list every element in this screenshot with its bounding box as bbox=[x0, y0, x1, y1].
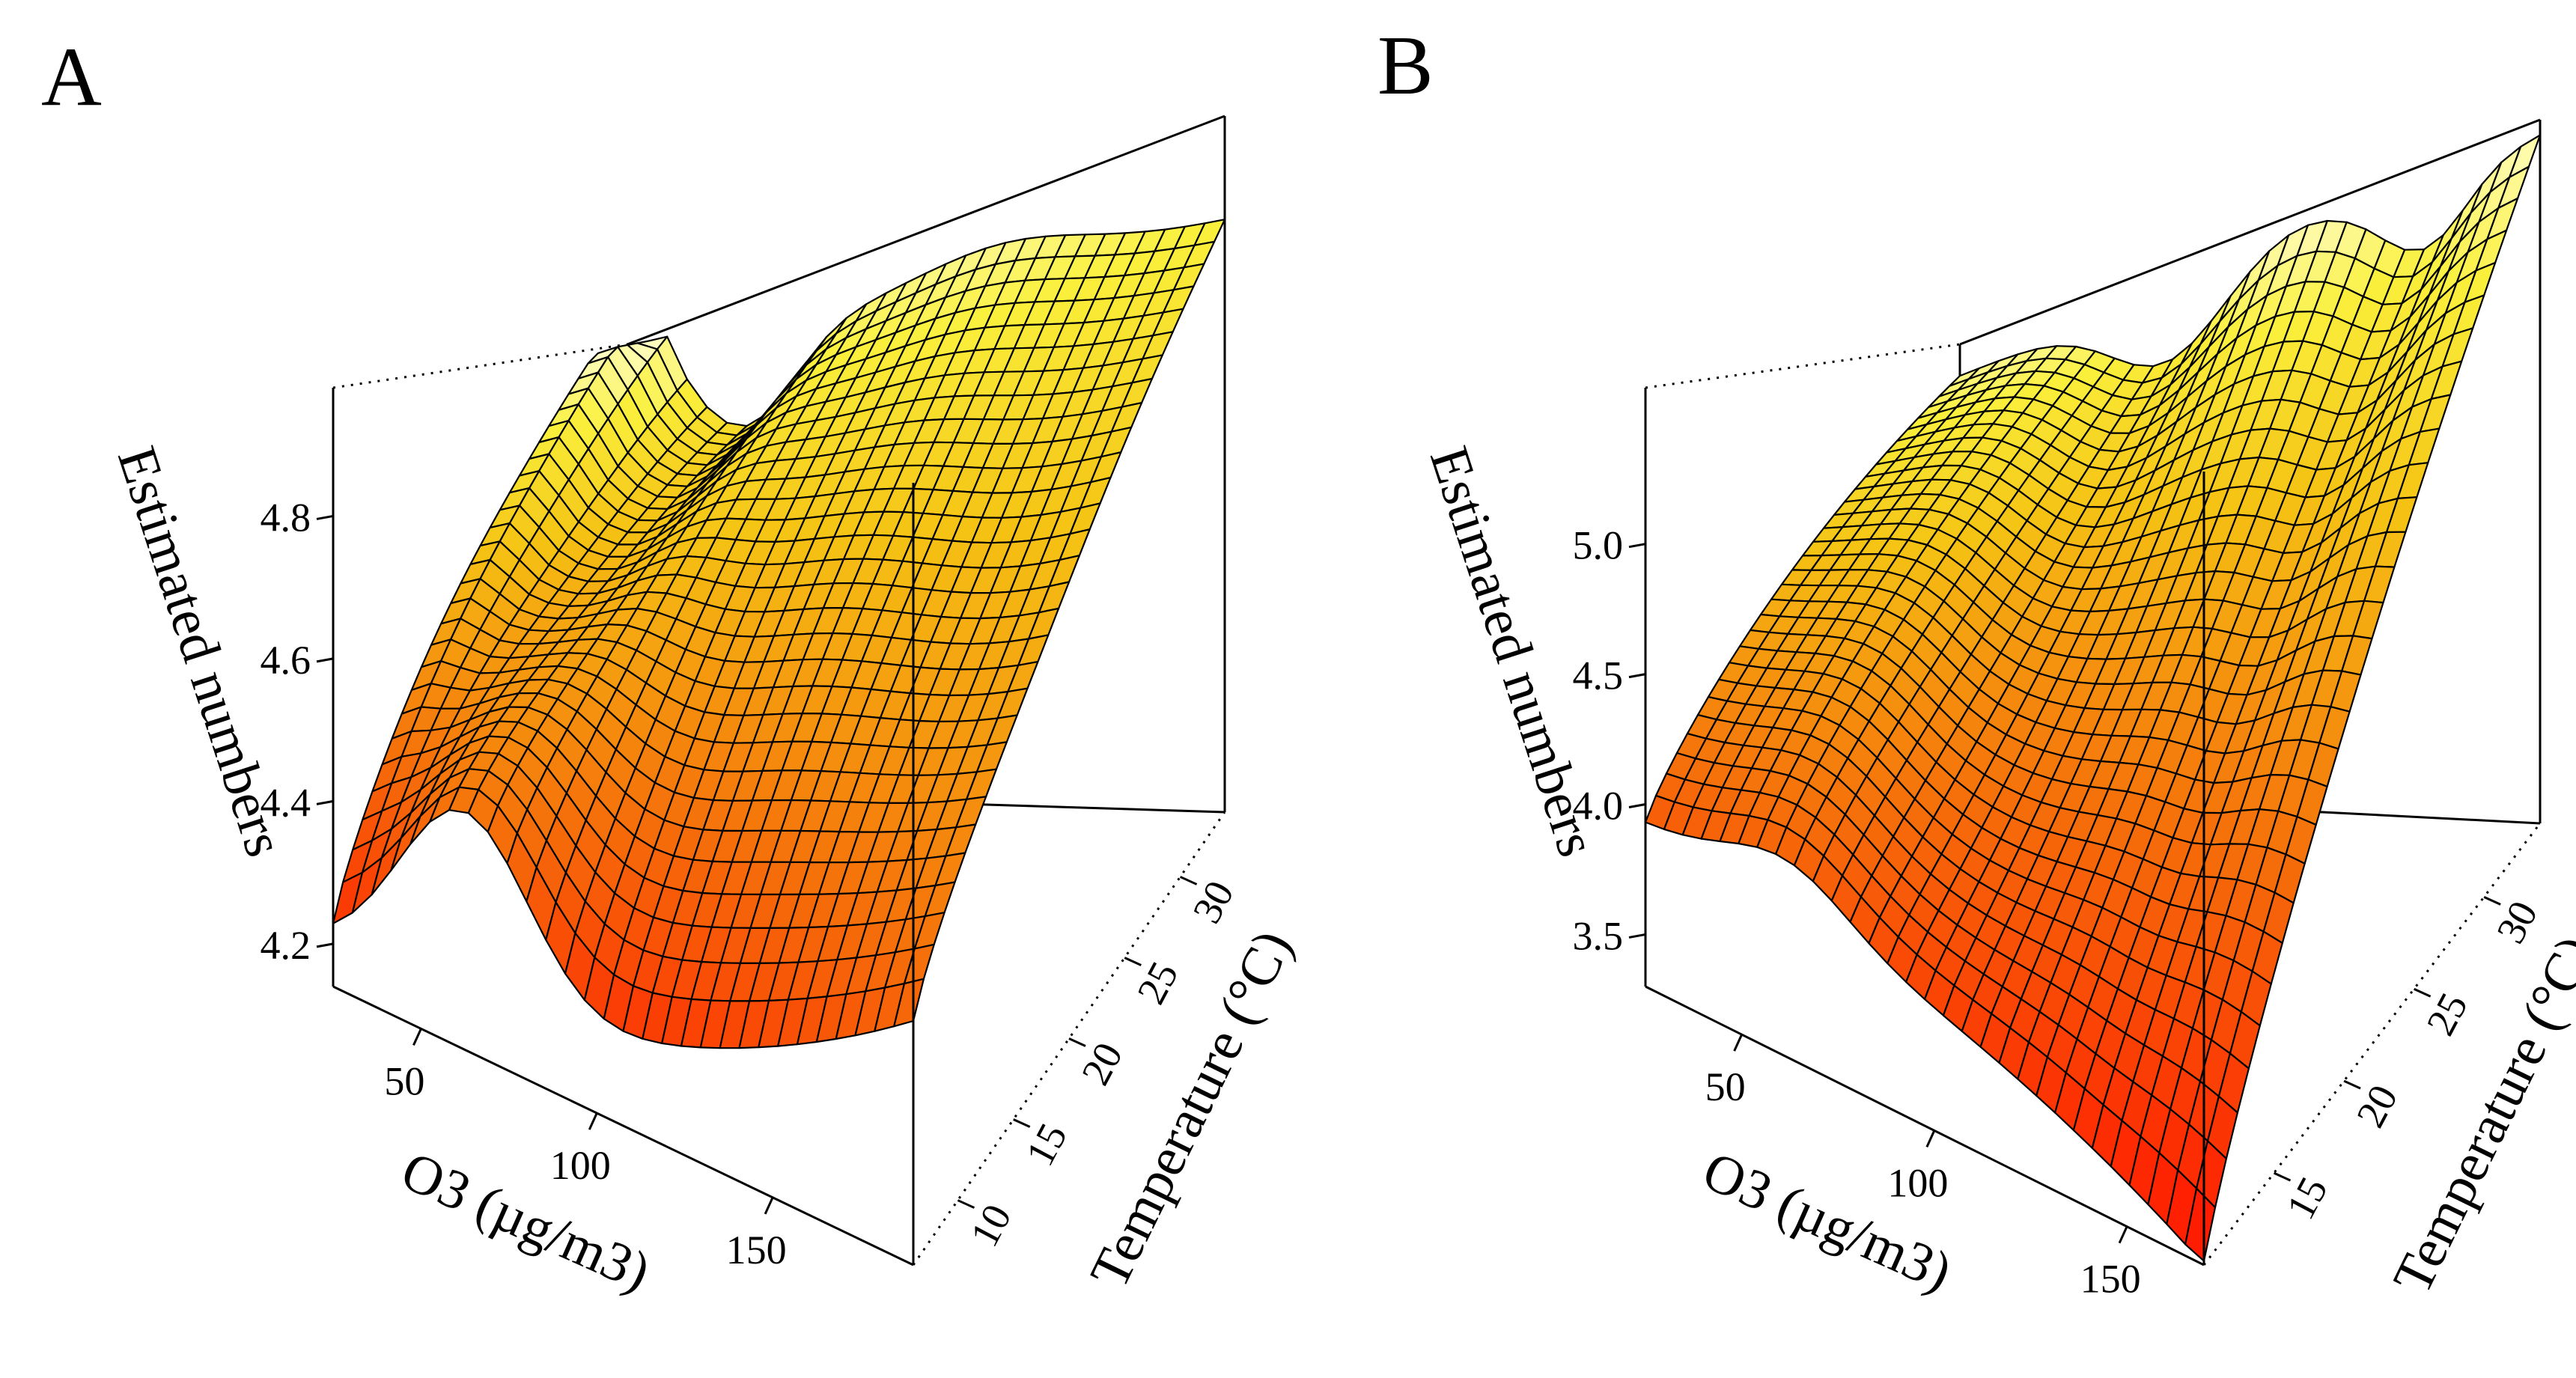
panel-a-y-tick bbox=[1013, 1118, 1031, 1128]
panel-b-z-tick-label: 5.0 bbox=[1573, 523, 1624, 568]
panel-a-z-tick-label: 4.2 bbox=[261, 923, 311, 968]
panel-b-y-tick bbox=[2273, 1171, 2292, 1182]
panel-a-y-axis-title: Temperature (°C) bbox=[1079, 921, 1304, 1298]
panel-b-y-axis-title: Temperature (°C) bbox=[2381, 927, 2576, 1303]
panel-a-y-tick bbox=[1068, 1037, 1086, 1047]
panel-a-z-tick bbox=[316, 657, 334, 663]
panel-a-y-tick bbox=[1179, 876, 1198, 885]
panel-a-x-axis-title: O3 (µg/m3) bbox=[392, 1140, 659, 1303]
panel-b-z-tick bbox=[1628, 673, 1646, 679]
panel-a-z-tick bbox=[316, 942, 334, 948]
panel-a-y-tick bbox=[957, 1199, 975, 1209]
panel-b-z-axis-title: Estimated numbers bbox=[1418, 439, 1608, 864]
panel-b-x-tick bbox=[2118, 1226, 2128, 1244]
panel-b-letter: B bbox=[1377, 19, 1434, 112]
panel-a-back-edge-1 bbox=[627, 115, 1225, 346]
panel-b-x-tick-label: 100 bbox=[1887, 1160, 1948, 1205]
panel-a-x-tick-label: 50 bbox=[384, 1058, 424, 1103]
panel-b: B 3.54.04.55.05010015015202530Estimated … bbox=[1377, 19, 2576, 1303]
panel-b-z-tick-label: 4.0 bbox=[1573, 784, 1624, 829]
panel-b-z-tick bbox=[1628, 803, 1646, 808]
panel-b-z-tick-label: 3.5 bbox=[1573, 913, 1624, 958]
panel-b-x-tick-label: 50 bbox=[1705, 1064, 1746, 1109]
panel-b-z-tick bbox=[1628, 543, 1646, 549]
panel-b-y-tick bbox=[2483, 895, 2501, 906]
panel-a-x-tick-label: 150 bbox=[726, 1228, 787, 1272]
panel-b-surface-facet bbox=[2184, 1187, 2217, 1262]
panel-b-y-tick bbox=[2414, 987, 2432, 998]
panel-a-front-edge-0 bbox=[332, 985, 914, 1266]
panel-b-y-tick bbox=[2343, 1079, 2361, 1090]
panel-a-x-tick bbox=[412, 1028, 422, 1046]
panel-a-x-tick bbox=[764, 1197, 774, 1215]
panel-b-back-edge-1 bbox=[1959, 118, 2541, 346]
panel-a-surface-facet bbox=[893, 978, 925, 1028]
panel-b-z-tick bbox=[1628, 933, 1646, 939]
panel-a-letter: A bbox=[41, 31, 102, 124]
panel-b-x-tick bbox=[1925, 1129, 1936, 1148]
panel-a-x-tick bbox=[588, 1112, 598, 1130]
panel-b-x-tick-label: 150 bbox=[2080, 1257, 2141, 1302]
panel-a-z-tick-label: 4.8 bbox=[261, 495, 311, 540]
panel-b-hidden-edge-0 bbox=[1645, 343, 1961, 389]
panel-a-z-tick-label: 4.4 bbox=[261, 780, 311, 825]
panel-a-z-tick bbox=[316, 799, 334, 805]
panel-b-z-tick-label: 4.5 bbox=[1573, 653, 1624, 698]
panel-a-hidden-edge-1 bbox=[912, 811, 1226, 1266]
panel-a-x-tick-label: 100 bbox=[550, 1143, 611, 1188]
panel-a-z-tick-label: 4.6 bbox=[261, 638, 311, 683]
panel-b-front-edge-0 bbox=[1645, 985, 2205, 1266]
panel-a-z-tick bbox=[316, 514, 334, 520]
panel-b-x-tick bbox=[1733, 1034, 1743, 1052]
panel-a-y-tick bbox=[1124, 957, 1142, 966]
